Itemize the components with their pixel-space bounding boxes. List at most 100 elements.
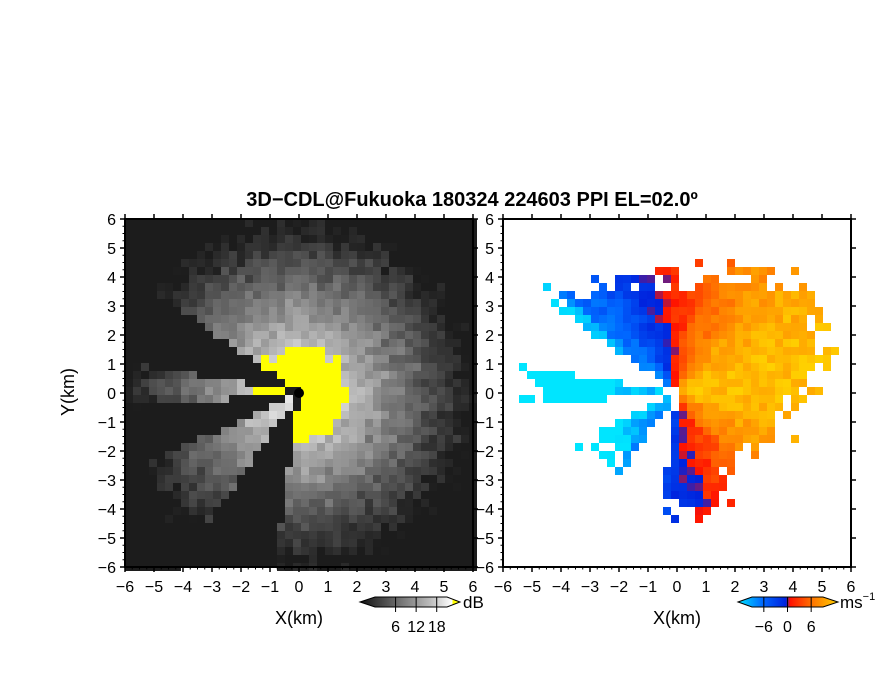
reflectivity-cell	[437, 299, 445, 307]
reflectivity-cell	[197, 523, 205, 531]
velocity-cell	[599, 427, 607, 435]
reflectivity-cell	[365, 547, 373, 555]
velocity-cell	[791, 339, 799, 347]
reflectivity-cell	[397, 299, 405, 307]
reflectivity-cell	[189, 387, 197, 395]
y-tick-label: −2	[476, 444, 494, 461]
velocity-cell	[767, 331, 775, 339]
reflectivity-cell	[133, 235, 141, 243]
reflectivity-cell	[429, 243, 437, 251]
velocity-cell	[655, 339, 663, 347]
reflectivity-cell	[197, 267, 205, 275]
reflectivity-cell	[389, 483, 397, 491]
reflectivity-cell	[381, 315, 389, 323]
velocity-cell	[759, 307, 767, 315]
velocity-cell	[591, 331, 599, 339]
reflectivity-cell	[293, 219, 301, 227]
y-tick-label: −5	[98, 531, 116, 548]
velocity-cell	[799, 395, 807, 403]
reflectivity-cell	[357, 243, 365, 251]
reflectivity-cell	[325, 539, 333, 547]
reflectivity-cell	[181, 483, 189, 491]
reflectivity-cell	[213, 459, 221, 467]
reflectivity-cell	[429, 219, 437, 227]
reflectivity-cell	[269, 411, 277, 419]
velocity-cell	[615, 307, 623, 315]
velocity-cell	[783, 291, 791, 299]
velocity-cell	[711, 387, 719, 395]
velocity-cell	[575, 307, 583, 315]
reflectivity-cell	[165, 555, 173, 563]
velocity-cell	[655, 299, 663, 307]
reflectivity-cell	[405, 459, 413, 467]
reflectivity-cell	[309, 539, 317, 547]
reflectivity-cell	[277, 235, 285, 243]
velocity-cell	[783, 307, 791, 315]
velocity-cell	[783, 355, 791, 363]
reflectivity-cell	[309, 387, 317, 395]
reflectivity-cell	[381, 299, 389, 307]
velocity-cell	[639, 315, 647, 323]
reflectivity-cell	[197, 379, 205, 387]
reflectivity-cell	[269, 267, 277, 275]
reflectivity-cell	[309, 323, 317, 331]
colorbar-tick-label: 18	[428, 619, 446, 636]
reflectivity-cell	[381, 395, 389, 403]
reflectivity-cell	[213, 467, 221, 475]
y-tick-label: 5	[485, 241, 494, 258]
x-tick-label: 3	[382, 579, 391, 596]
reflectivity-cell	[149, 227, 157, 235]
reflectivity-cell	[445, 347, 453, 355]
reflectivity-cell	[221, 475, 229, 483]
reflectivity-cell	[173, 475, 181, 483]
velocity-cell	[695, 331, 703, 339]
reflectivity-cell	[421, 475, 429, 483]
velocity-cell	[679, 451, 687, 459]
reflectivity-cell	[317, 219, 325, 227]
reflectivity-cell	[445, 387, 453, 395]
reflectivity-cell	[173, 531, 181, 539]
reflectivity-cell	[197, 219, 205, 227]
reflectivity-cell	[349, 443, 357, 451]
velocity-cell	[759, 355, 767, 363]
reflectivity-cell	[381, 435, 389, 443]
reflectivity-cell	[213, 387, 221, 395]
reflectivity-cell	[437, 411, 445, 419]
reflectivity-cell	[365, 491, 373, 499]
reflectivity-cell	[333, 531, 341, 539]
reflectivity-cell	[437, 259, 445, 267]
reflectivity-cell	[453, 475, 461, 483]
reflectivity-cell	[213, 243, 221, 251]
reflectivity-cell	[149, 539, 157, 547]
reflectivity-cell	[413, 259, 421, 267]
velocity-cell	[663, 299, 671, 307]
reflectivity-cell	[181, 507, 189, 515]
reflectivity-cell	[301, 243, 309, 251]
velocity-cell	[631, 427, 639, 435]
reflectivity-cell	[293, 427, 301, 435]
velocity-cell	[751, 355, 759, 363]
reflectivity-cell	[373, 371, 381, 379]
reflectivity-cell	[405, 251, 413, 259]
reflectivity-cell	[381, 227, 389, 235]
reflectivity-cell	[357, 259, 365, 267]
reflectivity-cell	[365, 523, 373, 531]
velocity-cell	[591, 323, 599, 331]
reflectivity-cell	[413, 235, 421, 243]
velocity-cell	[567, 395, 575, 403]
velocity-cell	[799, 331, 807, 339]
reflectivity-cell	[309, 315, 317, 323]
reflectivity-colorbar-ticks: 6 12 18	[391, 597, 446, 636]
velocity-cell	[671, 363, 679, 371]
reflectivity-cell	[413, 459, 421, 467]
velocity-cell	[671, 475, 679, 483]
reflectivity-cell	[445, 283, 453, 291]
velocity-cell	[631, 411, 639, 419]
reflectivity-cell	[397, 307, 405, 315]
reflectivity-cell	[429, 323, 437, 331]
reflectivity-cell	[405, 523, 413, 531]
velocity-cell	[727, 283, 735, 291]
velocity-cell	[767, 291, 775, 299]
velocity-cell	[719, 475, 727, 483]
reflectivity-cell	[453, 435, 461, 443]
